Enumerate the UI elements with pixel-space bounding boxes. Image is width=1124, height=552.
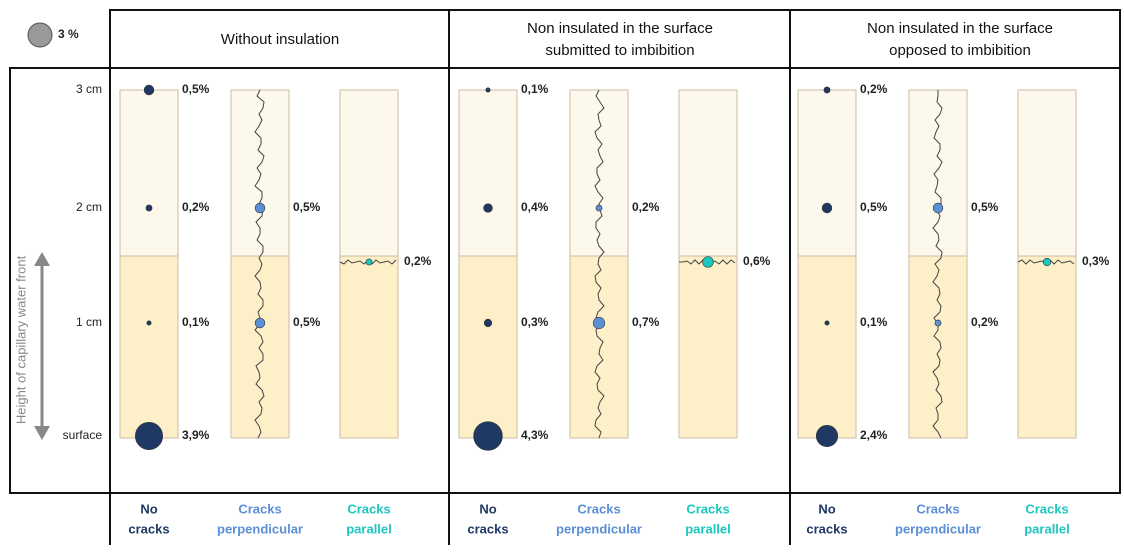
column-wet (339, 255, 399, 439)
column-label: perpendicular (217, 521, 303, 536)
dot (483, 203, 493, 213)
value-label: 0,2% (971, 315, 999, 329)
column-top (678, 89, 738, 257)
column-label: Cracks (1025, 501, 1068, 516)
panel-title: opposed to imbibition (889, 42, 1031, 59)
value-label: 0,3% (521, 315, 549, 329)
column-top (797, 89, 857, 257)
column-label: No (479, 501, 496, 516)
panel-title: Non insulated in the surface (527, 20, 713, 37)
value-label: 0,5% (860, 200, 888, 214)
crack (932, 90, 943, 439)
height-label: 1 cm (76, 315, 102, 329)
dot (702, 256, 714, 268)
value-label: 3,9% (182, 428, 210, 442)
column-wet (1017, 255, 1077, 439)
value-label: 0,7% (632, 315, 660, 329)
dot (483, 318, 493, 328)
column-label: Cracks (916, 501, 959, 516)
dot (932, 202, 944, 214)
dot (1042, 257, 1052, 267)
column-top (339, 89, 399, 257)
column-label: Cracks (347, 501, 390, 516)
column-wet (458, 255, 518, 439)
column-top (569, 89, 629, 257)
column-wet (797, 255, 857, 439)
column-label: Cracks (686, 501, 729, 516)
panel-title: submitted to imbibition (545, 42, 694, 59)
height-label: 3 cm (76, 82, 102, 96)
column-label: Cracks (577, 501, 620, 516)
column-label: parallel (346, 521, 392, 536)
column-label: perpendicular (895, 521, 981, 536)
dot (143, 84, 155, 96)
legend-label: 3 % (58, 27, 79, 41)
column-wet (119, 255, 179, 439)
column-label: cracks (806, 521, 847, 536)
column-label: cracks (128, 521, 169, 536)
column-wet (678, 255, 738, 439)
dot (365, 258, 373, 266)
column-wet (908, 255, 968, 439)
column-label: parallel (1024, 521, 1070, 536)
crack (594, 89, 605, 439)
height-label: 2 cm (76, 200, 102, 214)
value-label: 0,5% (293, 315, 321, 329)
body-frame (9, 67, 1121, 494)
column-label: cracks (467, 521, 508, 536)
crack (254, 89, 265, 439)
column-top (458, 89, 518, 257)
dot (823, 86, 831, 94)
column-top (119, 89, 179, 257)
value-label: 0,5% (971, 200, 999, 214)
dot (145, 204, 153, 212)
value-label: 0,3% (1082, 254, 1110, 268)
value-label: 0,2% (182, 200, 210, 214)
dot (146, 320, 152, 326)
panel-title: Non insulated in the surface (867, 20, 1053, 37)
column-label: No (140, 501, 157, 516)
dot (135, 422, 163, 450)
value-label: 0,5% (182, 82, 210, 96)
value-label: 0,1% (521, 82, 549, 96)
axis-label: Height of capillary water front (13, 255, 28, 424)
column-label: Cracks (238, 501, 281, 516)
dot (595, 204, 603, 212)
dot (815, 424, 839, 448)
value-label: 0,2% (404, 254, 432, 268)
legend-circle (27, 22, 53, 48)
panel-title: Without insulation (221, 31, 339, 48)
height-label: surface (63, 428, 103, 442)
column-label: No (818, 501, 835, 516)
dot (934, 319, 942, 327)
value-label: 0,5% (293, 200, 321, 214)
value-label: 0,2% (632, 200, 660, 214)
value-label: 0,2% (860, 82, 888, 96)
dot (824, 320, 830, 326)
dot (821, 202, 833, 214)
frame (9, 9, 1121, 545)
value-label: 0,6% (743, 254, 771, 268)
value-label: 0,1% (860, 315, 888, 329)
column-top (908, 89, 968, 257)
column-label: parallel (685, 521, 731, 536)
value-label: 0,4% (521, 200, 549, 214)
dot (485, 87, 491, 93)
column-top (1017, 89, 1077, 257)
dot (592, 316, 606, 330)
value-label: 4,3% (521, 428, 549, 442)
value-label: 0,1% (182, 315, 210, 329)
dot (254, 202, 266, 214)
value-label: 2,4% (860, 428, 888, 442)
dot (254, 317, 266, 329)
dot (473, 421, 503, 451)
column-label: perpendicular (556, 521, 642, 536)
